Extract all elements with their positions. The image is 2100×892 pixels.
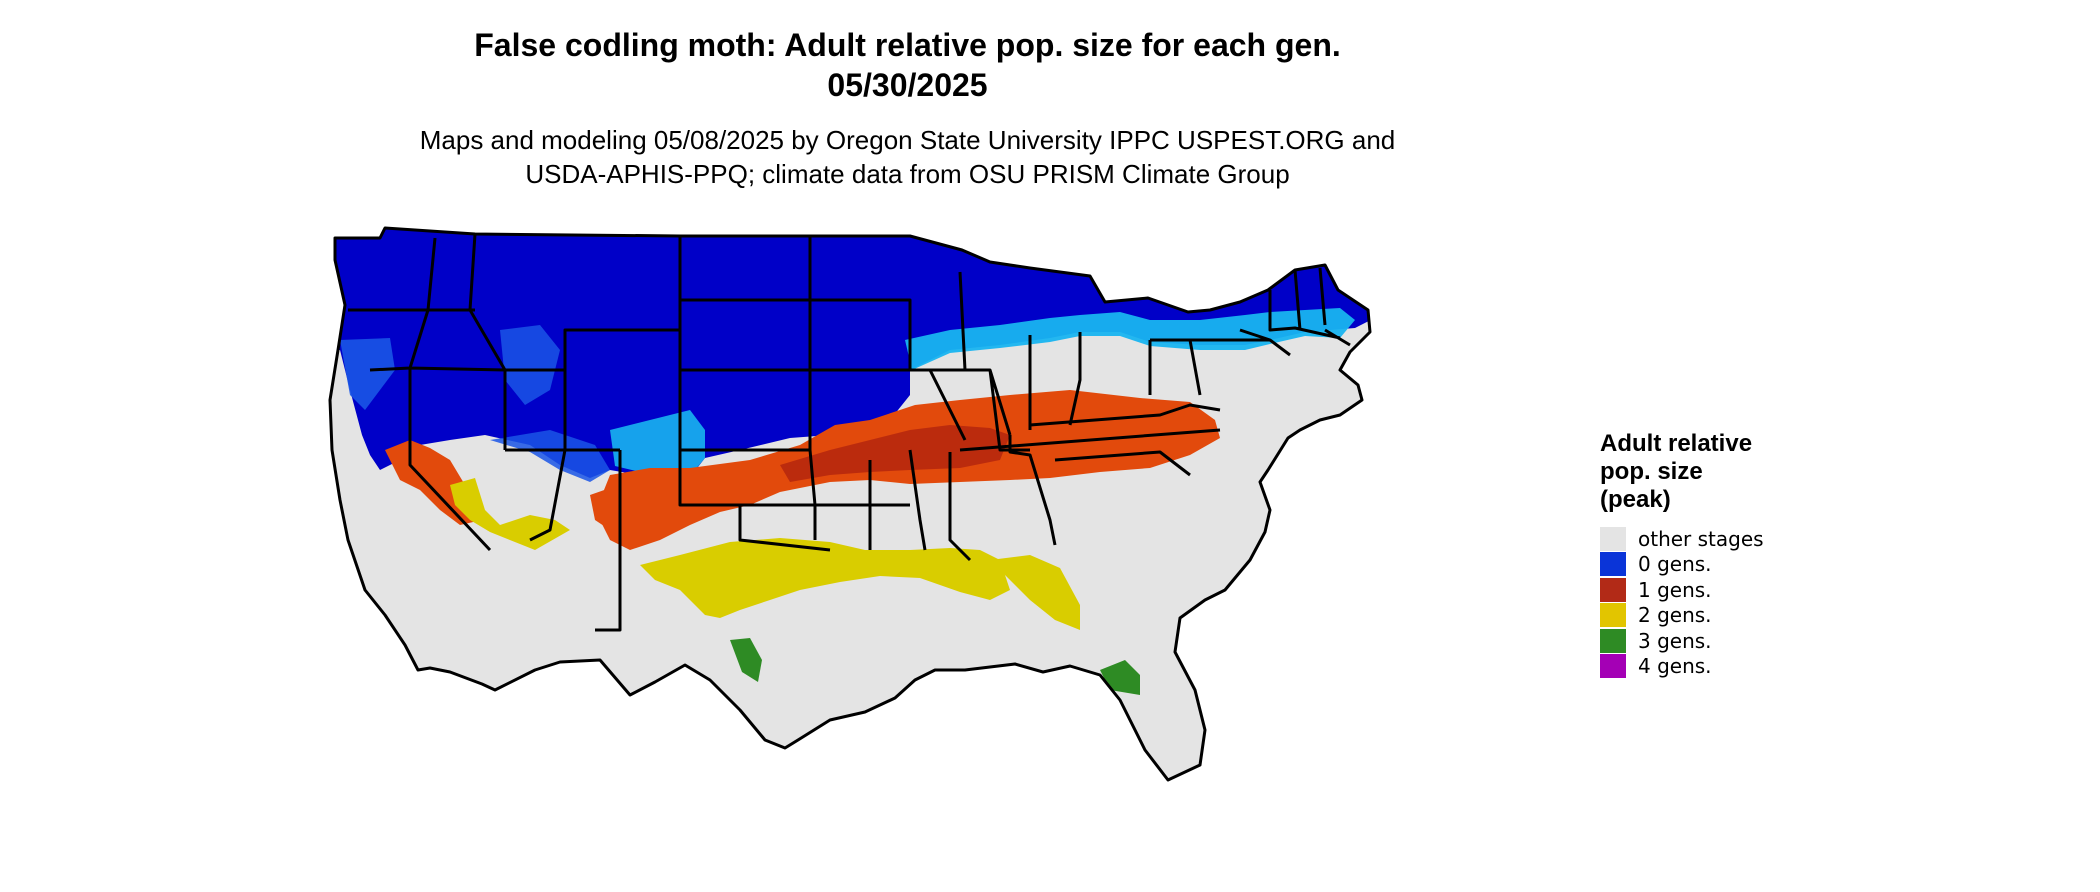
zero-gens-mid-west — [340, 338, 395, 410]
legend-swatch — [1600, 552, 1626, 577]
legend-item-2-gens: 2 gens. — [1600, 603, 1900, 629]
three-gens-tx — [730, 638, 762, 682]
us-map — [328, 226, 1372, 782]
legend-title: Adult relative pop. size (peak) — [1600, 430, 1900, 514]
legend-label: 2 gens. — [1638, 603, 1712, 628]
legend-label: 1 gens. — [1638, 577, 1712, 602]
generation-zones — [330, 228, 1370, 780]
legend-title-line2: pop. size — [1600, 458, 1703, 485]
state-lines-midwest — [740, 271, 1152, 507]
legend-swatch — [1600, 654, 1626, 679]
map-title: False codling moth: Adult relative pop. … — [474, 27, 1341, 63]
legend-item-3-gens: 3 gens. — [1600, 628, 1900, 654]
zero-gens-mid-az — [490, 430, 610, 482]
legend-label: other stages — [1638, 526, 1764, 551]
two-gens-az — [450, 478, 570, 550]
map-credits-line1: Maps and modeling 05/08/2025 by Oregon S… — [419, 125, 1396, 155]
legend-title-line3: (peak) — [1600, 486, 1671, 513]
legend-title-line1: Adult relative — [1600, 430, 1753, 457]
state-borders — [328, 226, 1372, 782]
zero-gens-mid-basin — [500, 325, 560, 405]
state-lines-west — [348, 233, 682, 552]
legend-label: 3 gens. — [1638, 628, 1712, 653]
legend-item-4-gens: 4 gens. — [1600, 654, 1900, 680]
legend-item-other-stages: other stages — [1600, 526, 1900, 552]
legend-label: 4 gens. — [1638, 654, 1712, 679]
legend-swatch — [1600, 628, 1626, 653]
legend-swatch — [1600, 577, 1626, 602]
state-lines-northeast — [1150, 267, 1351, 396]
one-gen-core — [780, 425, 1010, 482]
legend-item-0-gens: 0 gens. — [1600, 552, 1900, 578]
state-lines-plains — [595, 236, 831, 632]
legend-swatch — [1600, 603, 1626, 628]
map-credits-line2: USDA-APHIS-PPQ; climate data from OSU PR… — [525, 159, 1290, 189]
us-outline — [328, 226, 1372, 782]
legend-item-1-gens: 1 gens. — [1600, 577, 1900, 603]
legend: Adult relative pop. size (peak) other st… — [1600, 430, 1900, 679]
two-gens-zone-gulf — [640, 538, 1010, 618]
map-date: 05/30/2025 — [827, 67, 988, 103]
state-lines-south — [813, 403, 1221, 562]
legend-swatch — [1600, 526, 1626, 551]
one-gen-nm — [590, 488, 620, 530]
legend-label: 0 gens. — [1638, 552, 1712, 577]
two-gens-florida — [990, 555, 1080, 630]
zero-gens-light-band — [905, 308, 1355, 370]
